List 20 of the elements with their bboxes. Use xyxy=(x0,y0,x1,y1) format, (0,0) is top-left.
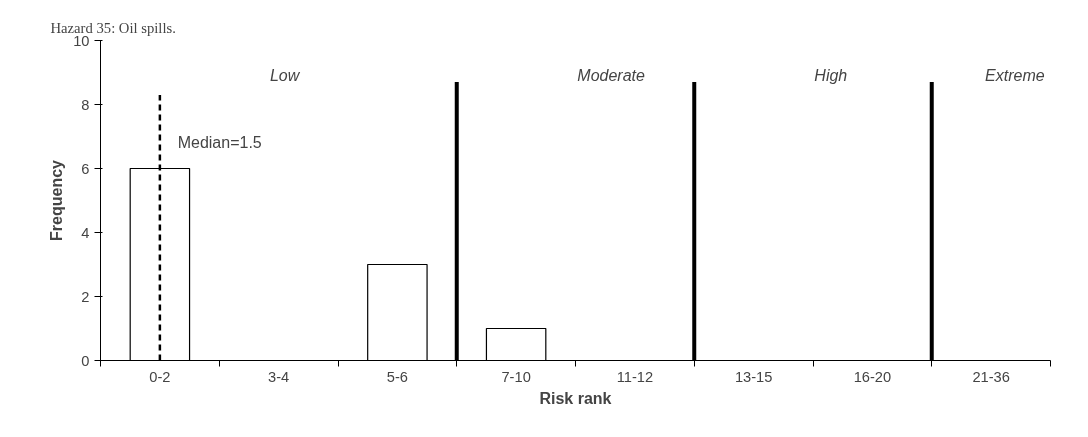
x-tick-label: 16-20 xyxy=(853,368,892,385)
annotation: Low xyxy=(269,67,301,85)
x-axis-title: Risk rank xyxy=(539,389,612,407)
annotation: Moderate xyxy=(577,67,646,85)
y-axis-title: Frequency xyxy=(48,159,66,241)
x-tick-label: 7-10 xyxy=(501,368,531,385)
x-tick-label: 0-2 xyxy=(149,368,171,385)
y-tick-label: 6 xyxy=(81,160,90,177)
annotation: High xyxy=(814,67,848,85)
x-tick-label: 13-15 xyxy=(734,368,773,385)
x-tick-label: 11-12 xyxy=(616,368,654,385)
x-tick-label: 21-36 xyxy=(972,368,1010,385)
ref-line-label: Median=1.5 xyxy=(177,134,262,152)
x-tick-label: 3-4 xyxy=(268,368,290,385)
y-tick-label: 0 xyxy=(81,352,90,369)
annotation: Extreme xyxy=(985,67,1045,85)
y-tick-label: 2 xyxy=(81,288,90,305)
x-tick-label: 5-6 xyxy=(386,368,408,385)
y-tick-label: 8 xyxy=(81,96,90,113)
y-tick-label: 4 xyxy=(81,224,90,241)
